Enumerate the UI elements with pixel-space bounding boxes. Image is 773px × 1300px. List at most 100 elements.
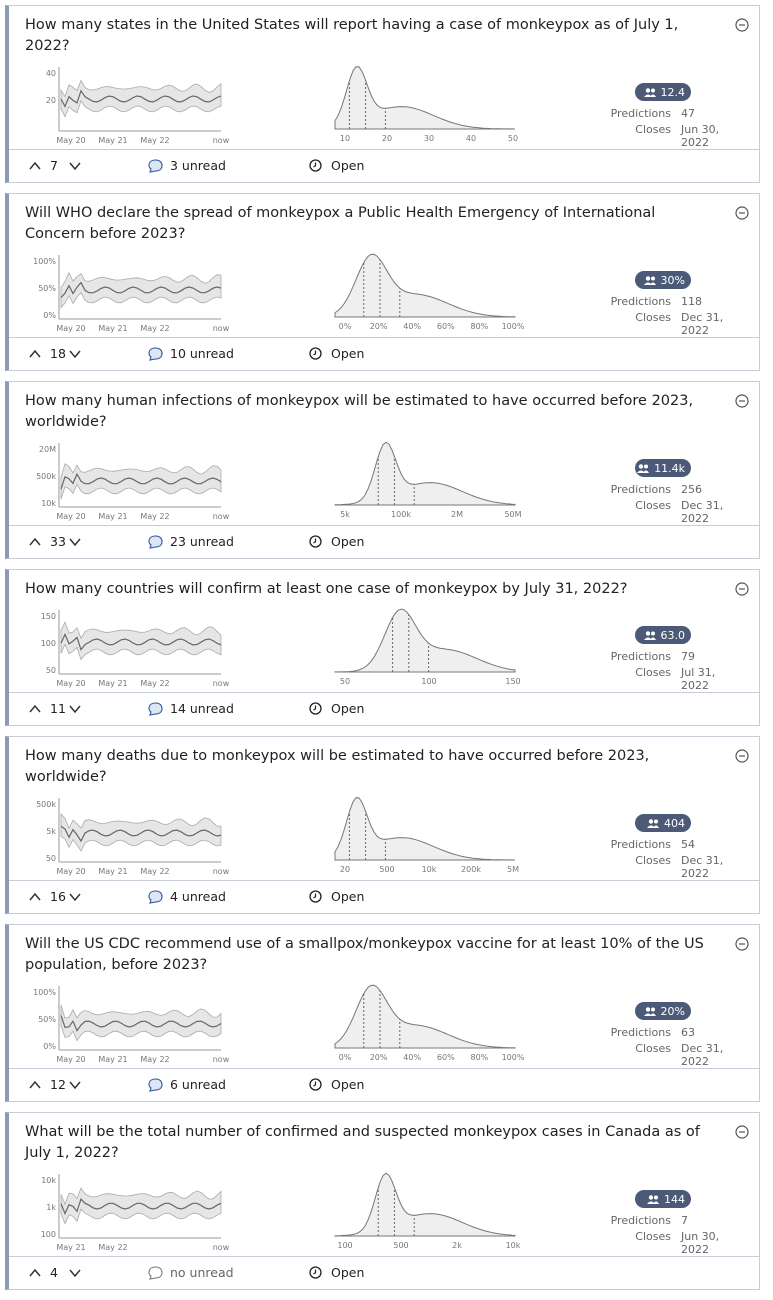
clock-hands [313,162,317,168]
downvote-button[interactable] [69,537,81,547]
upvote-caret [29,1268,41,1277]
vote-count: 12 [50,1077,66,1092]
distribution-x-label: 5k [340,510,350,519]
collapse-button[interactable] [735,206,749,220]
people-icon [647,818,659,828]
downvote-button[interactable] [69,161,81,171]
collapse-circle [735,749,749,763]
predictions-value: 79 [681,650,695,663]
community-value: 30% [660,273,685,287]
comment-icon[interactable] [148,159,163,173]
card-footer: 33 23 unread Open [9,525,759,558]
comment-icon[interactable] [148,347,163,361]
downvote-button[interactable] [69,1268,81,1278]
timeline-line [60,281,222,298]
question-title[interactable]: How many states in the United States wil… [25,17,679,54]
distribution-x-label: 40% [403,1053,421,1062]
closes-label: Closes [635,854,671,867]
collapse-circle [735,937,749,951]
closes-label: Closes [635,311,671,324]
comment-icon[interactable] [148,1078,163,1092]
icon-head [645,1006,650,1012]
distribution-x-label: 60% [437,322,455,331]
distribution-x-label: 10k [422,865,437,874]
collapse-circle [735,1125,749,1139]
distribution-x-label: 100 [337,1241,352,1250]
question-title[interactable]: Will the US CDC recommend use of a small… [25,936,704,973]
question-title[interactable]: How many deaths due to monkeypox will be… [25,748,650,785]
people-icon [643,1006,656,1016]
timeline-x-label: May 21 [98,679,127,688]
comment-count[interactable]: 6 unread [170,1077,226,1092]
clock-icon [309,1078,322,1091]
comment-count[interactable]: 4 unread [170,889,226,904]
upvote-button[interactable] [29,704,41,714]
comment-count[interactable]: no unread [170,1265,234,1280]
icon-head [650,1007,655,1011]
upvote-button[interactable] [29,892,41,902]
vote-count: 4 [50,1265,58,1280]
collapse-button[interactable] [735,582,749,596]
upvote-button[interactable] [29,349,41,359]
timeline-x-label: May 22 [98,1243,127,1252]
question-title[interactable]: What will be the total number of confirm… [25,1124,700,1161]
upvote-button[interactable] [29,1080,41,1090]
downvote-button[interactable] [69,349,81,359]
timeline-y-label: 1k [46,1203,56,1212]
downvote-button[interactable] [69,892,81,902]
downvote-button[interactable] [69,1080,81,1090]
clock-hands [313,350,317,356]
timeline-y-label: 500k [36,472,56,481]
comment-count[interactable]: 10 unread [170,346,234,361]
comment-count[interactable]: 14 unread [170,701,234,716]
distribution-x-label: 20% [370,1053,388,1062]
question-title[interactable]: How many countries will confirm at least… [25,581,628,597]
comment-bubble [148,890,163,904]
clock-face [309,890,322,903]
clock-hands [313,538,317,544]
closes-row: Closes Jul 31, 2022 [545,666,745,692]
page: {"labels": {"predictions": "Predictions"… [5,5,760,1290]
timeline-y-label: 10k [41,1176,56,1185]
icon-body [643,1013,656,1016]
predictions-value: 256 [681,483,702,496]
comment-icon[interactable] [148,535,163,549]
collapse-button[interactable] [735,749,749,763]
comment-count[interactable]: 23 unread [170,534,234,549]
comment-icon[interactable] [148,1266,163,1280]
question-title[interactable]: How many human infections of monkeypox w… [25,393,694,430]
collapse-button[interactable] [735,394,749,408]
upvote-button[interactable] [29,161,41,171]
predictions-row: Predictions 47 [545,107,745,121]
distribution-area [334,1172,516,1237]
clock-face [309,347,322,360]
collapse-button[interactable] [735,1125,749,1139]
distribution-x-label: 0% [339,1053,352,1062]
distribution-chart: 0% 20% 40% 60% 80% 100% [334,984,525,1062]
community-value: 11.4k [654,461,685,475]
comment-icon[interactable] [148,890,163,904]
distribution-x-label: 30 [424,134,434,143]
closes-value: Jun 30, 2022 [681,123,720,149]
distribution-x-label: 2M [451,510,463,519]
icon-head [654,819,658,823]
timeline-x-label: now [213,1055,230,1064]
icon-body [647,1201,659,1204]
timeline-band [60,1004,222,1042]
distribution-chart: 5k 100k 2M 50M [334,441,522,519]
closes-label: Closes [635,1042,671,1055]
vote-count: 7 [50,158,58,173]
collapse-button[interactable] [735,18,749,32]
predictions-label: Predictions [610,107,671,120]
upvote-caret [29,161,41,170]
question-title[interactable]: Will WHO declare the spread of monkeypox… [25,205,656,242]
card-footer: 7 3 unread Open [9,149,759,182]
comment-count[interactable]: 3 unread [170,158,226,173]
card-body: 100% 50% 0% May 20 May 21 May 22 now 0% 20% 40% 60… [9,976,759,1068]
upvote-button[interactable] [29,537,41,547]
upvote-button[interactable] [29,1268,41,1278]
collapse-button[interactable] [735,937,749,951]
downvote-button[interactable] [69,704,81,714]
comment-icon[interactable] [148,702,163,716]
